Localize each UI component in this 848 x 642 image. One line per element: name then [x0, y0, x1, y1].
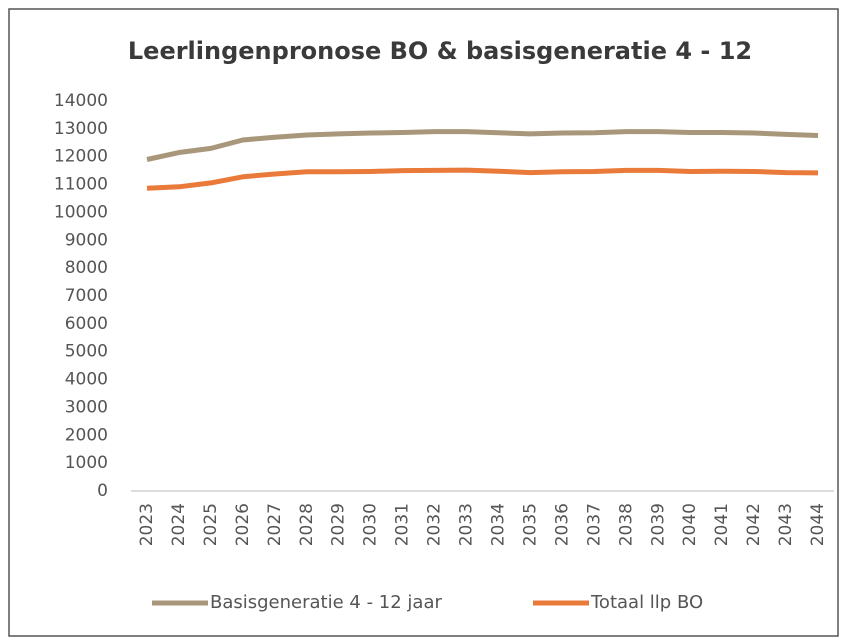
series-line	[146, 167, 819, 191]
x-tick-label: 2034	[488, 503, 508, 546]
y-tick-label: 11000	[54, 175, 108, 195]
legend-label: Totaal llp BO	[590, 592, 703, 613]
x-tick-label: 2028	[297, 503, 317, 546]
y-tick-label: 9000	[65, 230, 108, 250]
series-line	[146, 129, 819, 162]
y-tick-label: 5000	[65, 342, 108, 362]
x-tick-label: 2027	[265, 503, 285, 546]
x-tick-label: 2023	[137, 503, 157, 546]
y-tick-label: 10000	[54, 202, 108, 222]
chart-title: Leerlingenpronose BO & basisgeneratie 4 …	[128, 37, 752, 65]
y-tick-label: 4000	[65, 370, 108, 390]
x-tick-label: 2040	[680, 503, 700, 546]
x-tick-label: 2025	[201, 503, 221, 546]
y-tick-label: 3000	[65, 397, 108, 417]
x-tick-label: 2031	[393, 503, 413, 546]
y-tick-label: 13000	[54, 119, 108, 139]
y-tick-label: 12000	[54, 147, 108, 167]
x-tick-label: 2024	[169, 503, 189, 546]
y-tick-label: 7000	[65, 286, 108, 306]
x-tick-label: 2037	[584, 503, 604, 546]
y-tick-label: 2000	[65, 425, 108, 445]
x-tick-label: 2030	[361, 503, 381, 546]
x-tick-label: 2032	[425, 503, 445, 546]
chart-frame	[8, 8, 839, 637]
legend-label: Basisgeneratie 4 - 12 jaar	[210, 592, 442, 613]
x-tick-label: 2041	[712, 503, 732, 546]
x-tick-label: 2036	[552, 503, 572, 546]
x-tick-label: 2026	[233, 503, 253, 546]
y-tick-label: 0	[97, 481, 108, 501]
x-tick-label: 2039	[648, 503, 668, 546]
y-tick-label: 14000	[54, 91, 108, 111]
x-tick-label: 2042	[744, 503, 764, 546]
x-tick-label: 2029	[329, 503, 349, 546]
x-tick-label: 2043	[776, 503, 796, 546]
x-tick-label: 2038	[616, 503, 636, 546]
y-tick-label: 6000	[65, 314, 108, 334]
y-tick-label: 1000	[65, 453, 108, 473]
x-tick-label: 2044	[808, 503, 828, 546]
x-tick-label: 2035	[520, 503, 540, 546]
y-tick-label: 8000	[65, 258, 108, 278]
x-tick-label: 2033	[457, 503, 477, 546]
